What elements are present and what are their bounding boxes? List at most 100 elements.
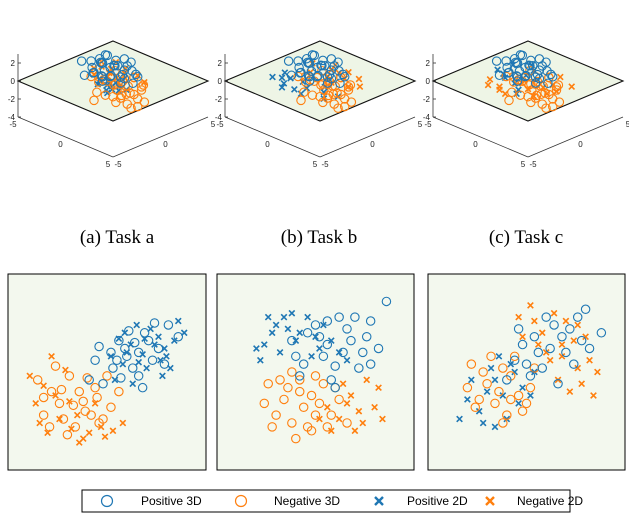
panel-2d-a bbox=[26, 317, 188, 446]
point-negative-2d-6 bbox=[101, 433, 109, 441]
point-negative-3d-22 bbox=[80, 406, 90, 416]
point-positive-3d-24 bbox=[149, 318, 160, 328]
point-positive-3d-10 bbox=[373, 343, 384, 354]
x-tick-label: 5 bbox=[106, 160, 111, 169]
point-negative-3d-1 bbox=[58, 414, 69, 424]
point-positive-2d-16 bbox=[511, 368, 519, 376]
point-negative-3d-7 bbox=[64, 371, 75, 381]
point-positive-3d-30 bbox=[534, 54, 545, 64]
point-positive-3d-16 bbox=[513, 324, 524, 334]
y-axis bbox=[112, 116, 209, 158]
point-positive-3d-7 bbox=[114, 335, 124, 346]
point-negative-3d-0 bbox=[526, 79, 536, 89]
y-tick-label: 5 bbox=[418, 120, 423, 129]
point-negative-2d-18 bbox=[558, 341, 566, 348]
point-positive-3d-23 bbox=[128, 78, 138, 89]
point-positive-2d-1 bbox=[507, 360, 515, 368]
point-negative-3d-20 bbox=[98, 414, 108, 424]
point-negative-3d-19 bbox=[267, 422, 277, 432]
point-negative-2d-4 bbox=[335, 415, 343, 423]
legend: Positive 3D Negative 3D Positive 2D Nega… bbox=[81, 489, 583, 513]
point-positive-3d-13 bbox=[533, 347, 544, 358]
point-negative-3d-16 bbox=[132, 101, 143, 112]
point-positive-3d-17 bbox=[338, 347, 348, 358]
point-negative-3d-16 bbox=[339, 101, 350, 112]
point-negative-3d-21 bbox=[345, 80, 356, 90]
point-negative-3d-10 bbox=[517, 406, 528, 416]
point-negative-2d-2 bbox=[501, 90, 509, 98]
point-negative-3d-26 bbox=[551, 82, 562, 92]
point-negative-3d-1 bbox=[314, 398, 325, 409]
point-positive-2d-11 bbox=[290, 86, 298, 93]
point-positive-2d-19 bbox=[343, 356, 351, 364]
y-tick-label: 5 bbox=[626, 120, 629, 129]
point-positive-2d-15 bbox=[456, 415, 463, 423]
point-positive-2d-11 bbox=[174, 317, 182, 325]
caption-task-a: (a) Task a bbox=[80, 227, 155, 248]
point-positive-3d-15 bbox=[294, 62, 304, 73]
point-positive-3d-20 bbox=[521, 359, 532, 369]
point-positive-2d-0 bbox=[491, 376, 499, 384]
x-tick-label: 5 bbox=[313, 160, 318, 169]
x-tick-label: 0 bbox=[265, 140, 270, 149]
point-negative-3d-1 bbox=[513, 390, 524, 401]
point-positive-2d-16 bbox=[135, 358, 143, 366]
point-positive-3d-10 bbox=[541, 312, 551, 322]
point-negative-2d-4 bbox=[527, 301, 534, 309]
legend-label-negative-3d: Negative 3D bbox=[274, 494, 340, 508]
point-negative-2d-17 bbox=[75, 439, 83, 446]
z-tick-label: -4 bbox=[8, 113, 16, 122]
point-negative-3d-25 bbox=[299, 87, 309, 98]
x-tick-label: 5 bbox=[521, 160, 526, 169]
point-negative-2d-10 bbox=[356, 83, 364, 90]
point-positive-3d-12 bbox=[569, 359, 579, 369]
point-positive-3d-9 bbox=[584, 343, 595, 354]
point-negative-2d-5 bbox=[73, 411, 81, 419]
point-positive-2d-5 bbox=[515, 86, 522, 94]
point-positive-2d-9 bbox=[256, 356, 264, 364]
point-negative-2d-7 bbox=[316, 415, 323, 423]
point-positive-3d-30 bbox=[326, 54, 337, 64]
point-negative-2d-11 bbox=[578, 380, 586, 388]
point-positive-3d-9 bbox=[293, 56, 303, 66]
point-positive-3d-1 bbox=[342, 324, 352, 334]
point-negative-3d-9 bbox=[343, 85, 354, 95]
point-positive-3d-27 bbox=[76, 56, 87, 66]
point-negative-3d-24 bbox=[116, 90, 127, 101]
x-axis bbox=[224, 116, 321, 158]
point-negative-2d-2 bbox=[574, 364, 582, 372]
point-positive-3d-7 bbox=[557, 331, 567, 342]
point-negative-3d-10 bbox=[82, 373, 92, 383]
point-negative-3d-2 bbox=[275, 375, 285, 385]
point-negative-2d-14 bbox=[66, 398, 73, 405]
point-negative-3d-21 bbox=[50, 361, 61, 371]
x-tick-label: -5 bbox=[9, 120, 17, 129]
point-negative-2d-14 bbox=[542, 349, 550, 356]
point-positive-3d-7 bbox=[287, 335, 297, 346]
point-positive-3d-11 bbox=[334, 312, 344, 322]
point-negative-3d-20 bbox=[294, 375, 305, 385]
point-negative-3d-13 bbox=[263, 379, 273, 389]
x-tick-label: -5 bbox=[424, 120, 432, 129]
point-positive-3d-32 bbox=[127, 66, 137, 76]
point-positive-3d-21 bbox=[330, 382, 340, 393]
legend-marker-positive-2d bbox=[374, 496, 384, 506]
point-positive-3d-32 bbox=[334, 66, 344, 76]
point-negative-3d-0 bbox=[78, 396, 88, 407]
point-negative-2d-12 bbox=[119, 419, 127, 427]
point-positive-3d-31 bbox=[512, 72, 523, 82]
point-negative-3d-10 bbox=[100, 90, 111, 100]
point-negative-2d-7 bbox=[586, 356, 593, 364]
point-negative-3d-26 bbox=[343, 82, 354, 92]
point-negative-3d-5 bbox=[38, 410, 49, 420]
point-negative-2d-3 bbox=[546, 356, 554, 364]
point-negative-2d-1 bbox=[538, 329, 546, 337]
point-negative-3d-23 bbox=[92, 392, 102, 403]
point-negative-3d-18 bbox=[68, 400, 79, 411]
point-positive-3d-11 bbox=[502, 375, 512, 385]
point-positive-3d-28 bbox=[530, 78, 541, 88]
point-positive-2d-12 bbox=[268, 329, 276, 337]
y-tick-label: 0 bbox=[163, 140, 168, 149]
point-positive-3d-33 bbox=[504, 67, 514, 78]
point-negative-3d-21 bbox=[310, 410, 321, 420]
